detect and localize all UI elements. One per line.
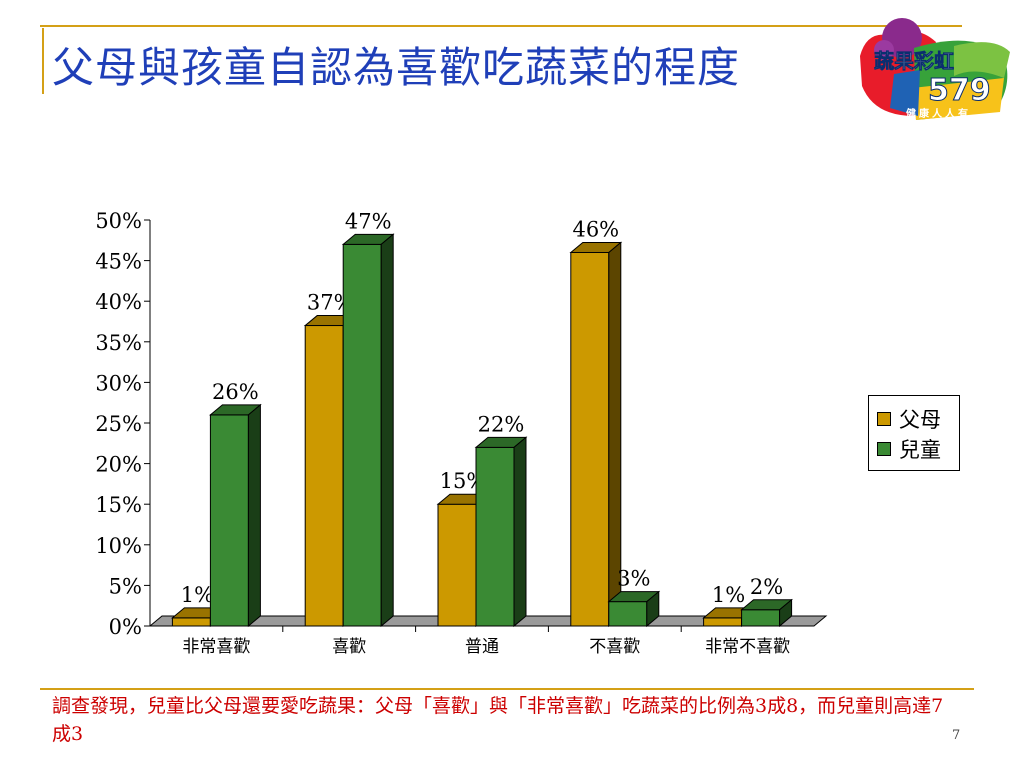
page-number: 7 — [952, 728, 961, 743]
legend-label-parent: 父母 — [899, 408, 941, 432]
legend-item-child: 兒童 — [877, 434, 959, 464]
legend-label-child: 兒童 — [899, 438, 941, 462]
legend-swatch-parent — [877, 412, 891, 426]
bar-child — [209, 414, 249, 627]
bar-parent — [570, 251, 610, 627]
rainbow-579-logo: 蔬果彩虹 579 健康人人有 — [860, 18, 1010, 120]
note-divider — [40, 688, 974, 690]
legend-swatch-child — [877, 442, 891, 456]
bar-side-child — [380, 233, 394, 628]
data-label: 3% — [617, 567, 650, 591]
bar-side-child — [779, 598, 793, 628]
logo-number-text: 579 — [928, 73, 991, 108]
y-tick-label: 0% — [109, 615, 142, 639]
bar-parent — [437, 503, 477, 627]
y-tick-label: 5% — [109, 574, 142, 598]
title-frame-top — [40, 25, 962, 27]
bar-child — [342, 243, 382, 627]
slide-title: 父母與孩童自認為喜歡吃蔬菜的程度 — [52, 43, 741, 92]
data-label: 1% — [712, 583, 745, 607]
logo-title-text: 蔬果彩虹 — [874, 49, 954, 73]
bar-side-child — [247, 403, 261, 628]
y-tick-label: 30% — [95, 371, 142, 395]
logo-tagline-text: 健康人人有 — [906, 107, 971, 120]
x-tick-label: 非常喜歡 — [182, 637, 250, 657]
x-tick-label: 不喜歡 — [589, 637, 640, 657]
data-label: 2% — [750, 575, 783, 599]
y-tick-label: 25% — [95, 412, 142, 436]
y-tick-label: 20% — [95, 453, 142, 477]
bar-chart: 0% 5% 10% 15% 20% 25% 30% 35% 40% 45% 50% 非常喜歡 1% 26%… — [95, 209, 828, 657]
y-tick-label: 35% — [95, 331, 142, 355]
y-tick-label: 45% — [95, 250, 142, 274]
legend-item-parent: 父母 — [877, 404, 959, 434]
data-label: 26% — [212, 380, 259, 404]
y-tick-label: 15% — [95, 493, 142, 517]
x-tick-label: 非常不喜歡 — [705, 637, 790, 657]
chart-legend: 父母 兒童 — [868, 395, 960, 471]
bar-child — [741, 609, 781, 627]
bar-child — [608, 601, 648, 627]
x-tick-label: 普通 — [465, 637, 499, 657]
data-label: 46% — [572, 217, 619, 241]
data-label: 22% — [478, 412, 525, 436]
y-tick-label: 10% — [95, 534, 142, 558]
bar-child — [475, 446, 515, 627]
x-tick-label: 喜歡 — [332, 637, 366, 657]
data-label: 47% — [345, 209, 392, 233]
title-frame-left — [42, 28, 44, 94]
bar-parent — [304, 325, 344, 627]
bar-side-child — [646, 590, 660, 628]
y-tick-label: 50% — [95, 209, 142, 233]
y-tick-label: 40% — [95, 290, 142, 314]
bar-parent — [171, 617, 211, 627]
bar-side-child — [513, 436, 527, 628]
bar-parent — [703, 617, 743, 627]
summary-note: 調查發現，兒童比父母還要愛吃蔬果：父母「喜歡」與「非常喜歡」吃蔬菜的比例為3成8… — [52, 695, 944, 745]
data-label: 1% — [181, 583, 214, 607]
